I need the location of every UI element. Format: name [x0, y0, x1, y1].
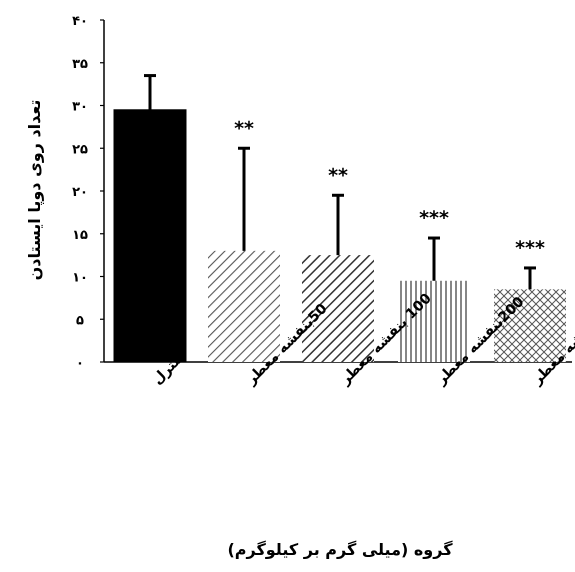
significance-label: *** [515, 237, 545, 259]
y-tick-label: ١۵ [72, 228, 88, 243]
significance-label: ** [328, 164, 348, 186]
significance-label: *** [419, 207, 449, 229]
y-tick-label: ۴٠ [72, 14, 88, 29]
y-tick-label: ٢۵ [72, 142, 88, 157]
bar [494, 289, 566, 362]
bar [302, 255, 374, 362]
bar [208, 250, 280, 362]
y-axis-label: تعداد روی دوپا ایستادن [25, 100, 45, 281]
y-tick-label: ۵ [76, 313, 84, 328]
bar [113, 109, 187, 363]
significance-label: ** [234, 117, 254, 139]
y-tick-label: ٣٠ [72, 100, 88, 115]
bar [398, 280, 470, 362]
x-axis-label: گروه (میلی گرم بر کیلوگرم) [227, 540, 453, 559]
y-tick-label: ٢٠ [72, 185, 88, 200]
y-tick-label: ٣۵ [72, 57, 88, 72]
y-tick-label: ٠ [76, 356, 84, 371]
bars [113, 74, 566, 363]
y-tick-label: ١٠ [72, 271, 88, 286]
